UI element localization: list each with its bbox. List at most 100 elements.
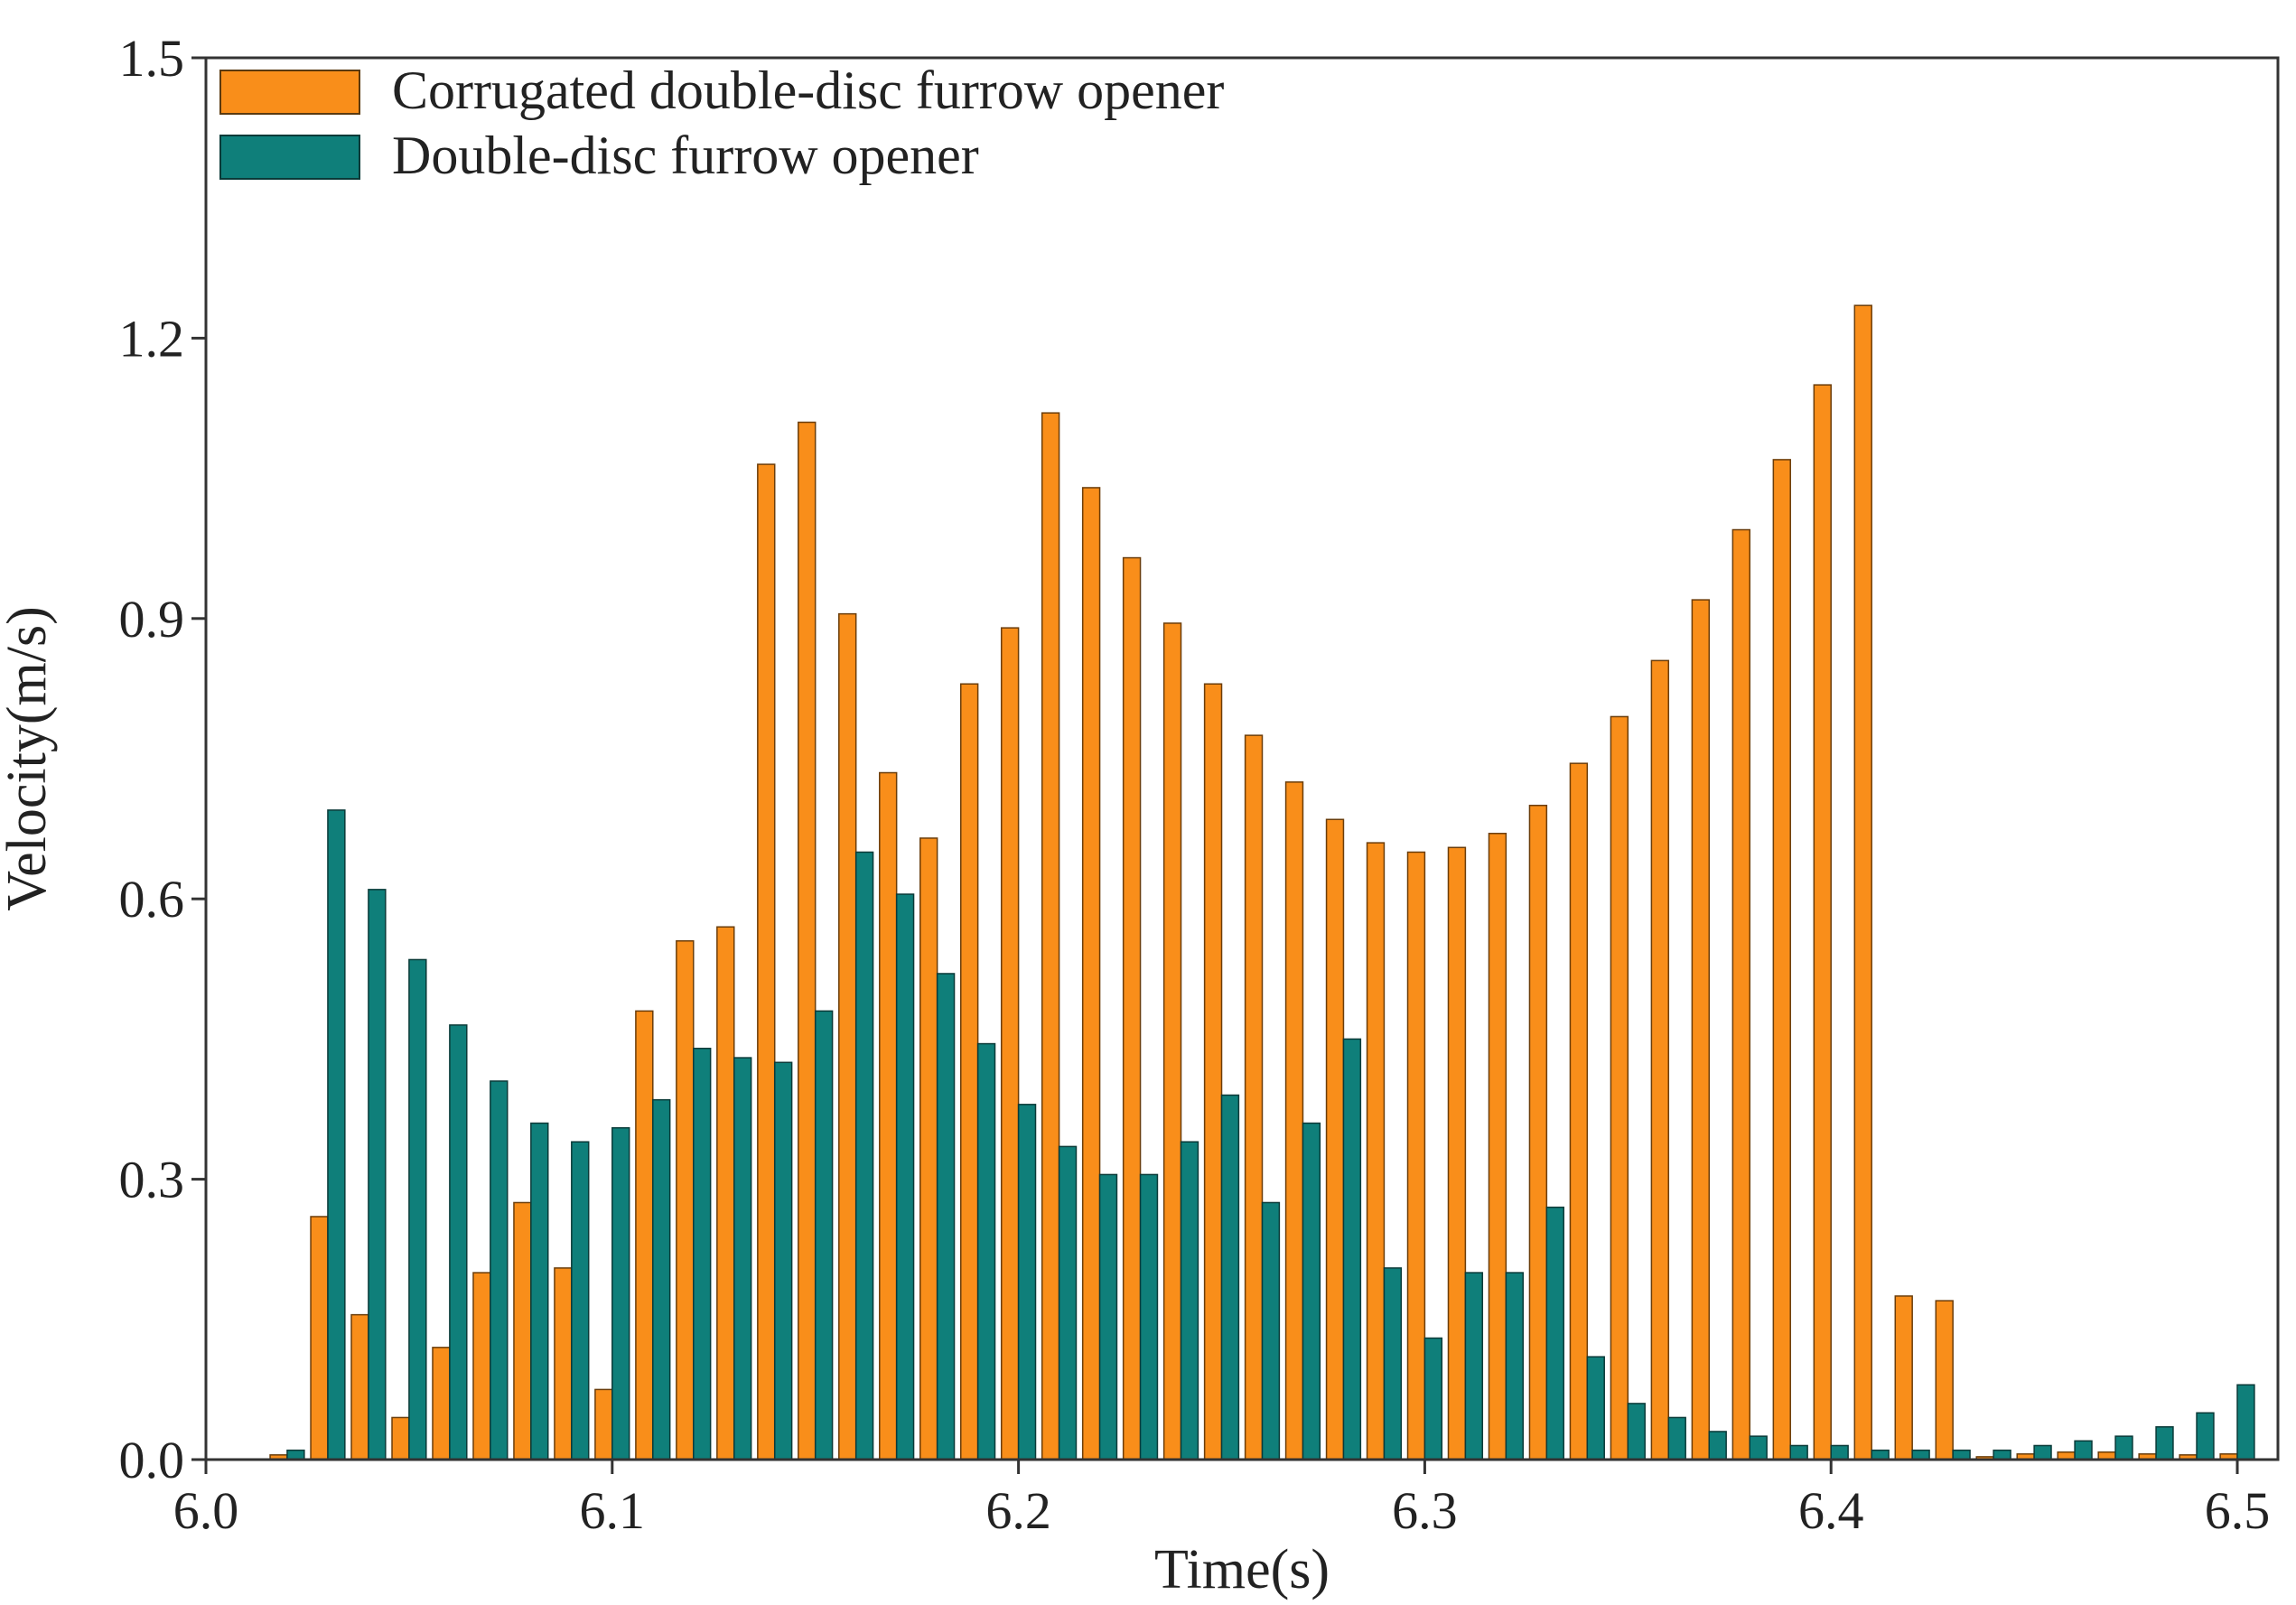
x-tick-label: 6.1 <box>580 1481 646 1540</box>
bar-corrugated-16 <box>919 837 938 1460</box>
legend-swatch-corrugated <box>219 70 360 115</box>
bar-double-disc-3 <box>408 958 427 1460</box>
bar-double-disc-7 <box>571 1141 590 1460</box>
bar-corrugated-1 <box>310 1216 329 1460</box>
bar-corrugated-37 <box>1772 459 1791 1460</box>
bar-corrugated-12 <box>757 463 776 1460</box>
bar-corrugated-10 <box>676 940 695 1460</box>
bar-double-disc-12 <box>773 1061 793 1460</box>
bar-double-disc-22 <box>1180 1141 1199 1460</box>
bar-corrugated-30 <box>1488 833 1507 1460</box>
bar-double-disc-0 <box>286 1449 305 1460</box>
bar-double-disc-14 <box>854 851 874 1460</box>
bar-corrugated-17 <box>959 683 979 1460</box>
bar-double-disc-25 <box>1302 1122 1321 1460</box>
bar-corrugated-22 <box>1162 622 1182 1460</box>
bar-double-disc-28 <box>1423 1337 1443 1460</box>
y-tick-label: 0.6 <box>119 870 185 928</box>
bar-double-disc-8 <box>611 1126 630 1460</box>
bar-corrugated-39 <box>1853 304 1872 1460</box>
bar-double-disc-33 <box>1627 1403 1646 1460</box>
bar-double-disc-17 <box>976 1042 996 1460</box>
bar-corrugated-24 <box>1244 734 1264 1460</box>
legend: Corrugated double-disc furrow opener Dou… <box>219 61 1224 185</box>
bar-double-disc-6 <box>530 1122 549 1460</box>
bar-corrugated-40 <box>1894 1295 1913 1460</box>
bar-double-disc-30 <box>1505 1272 1525 1460</box>
legend-swatch-double-disc <box>219 135 360 180</box>
bar-double-disc-19 <box>1058 1145 1078 1460</box>
bar-corrugated-20 <box>1081 487 1101 1460</box>
bar-corrugated-7 <box>554 1267 573 1460</box>
bar-double-disc-11 <box>733 1057 752 1460</box>
bar-double-disc-2 <box>368 889 387 1460</box>
bar-corrugated-18 <box>1000 627 1020 1460</box>
bar-double-disc-41 <box>1952 1449 1971 1460</box>
bar-double-disc-29 <box>1464 1272 1484 1460</box>
bar-double-disc-34 <box>1667 1416 1686 1460</box>
x-tick-label: 6.3 <box>1392 1481 1458 1540</box>
tick-labels: 6.0 6.1 6.2 6.3 6.4 6.5 0.0 0.3 0.6 0.9 1.2 1.5 <box>119 29 2271 1540</box>
bar-double-disc-16 <box>936 973 956 1460</box>
bar-double-disc-46 <box>2155 1426 2174 1460</box>
bar-marks <box>269 304 2255 1460</box>
bar-corrugated-41 <box>1935 1300 1954 1460</box>
bar-corrugated-33 <box>1610 715 1629 1460</box>
bar-double-disc-21 <box>1139 1173 1159 1460</box>
bar-corrugated-27 <box>1366 842 1386 1460</box>
bar-double-disc-23 <box>1220 1094 1240 1460</box>
bar-corrugated-2 <box>350 1313 369 1460</box>
bar-corrugated-3 <box>391 1416 410 1460</box>
bar-corrugated-13 <box>798 421 817 1460</box>
legend-label-double-disc: Double-disc furrow opener <box>392 126 979 185</box>
bar-corrugated-9 <box>635 1010 654 1460</box>
x-tick-label: 6.5 <box>2205 1481 2271 1540</box>
bar-corrugated-34 <box>1650 659 1670 1460</box>
bar-double-disc-27 <box>1383 1267 1403 1460</box>
bar-corrugated-38 <box>1813 384 1832 1460</box>
bar-double-disc-40 <box>1911 1449 1930 1460</box>
bar-double-disc-13 <box>814 1010 834 1460</box>
bar-corrugated-29 <box>1447 846 1467 1460</box>
bar-corrugated-15 <box>879 771 898 1460</box>
bar-double-disc-20 <box>1098 1173 1118 1460</box>
bar-corrugated-19 <box>1041 412 1060 1460</box>
x-tick-label: 6.4 <box>1798 1481 1864 1540</box>
x-tick-label: 6.2 <box>985 1481 1051 1540</box>
bar-double-disc-43 <box>2033 1444 2052 1460</box>
bar-double-disc-1 <box>327 809 346 1460</box>
x-tick-label: 6.0 <box>173 1481 239 1540</box>
y-tick-label: 1.2 <box>119 309 185 368</box>
bar-double-disc-47 <box>2196 1412 2215 1460</box>
bar-double-disc-9 <box>652 1098 671 1460</box>
y-tick-label: 0.0 <box>119 1431 185 1489</box>
y-tick-label: 0.9 <box>119 590 185 649</box>
bar-corrugated-36 <box>1731 528 1750 1460</box>
bar-double-disc-26 <box>1342 1038 1362 1460</box>
bar-double-disc-45 <box>2114 1435 2133 1460</box>
bar-corrugated-4 <box>432 1347 451 1460</box>
bar-corrugated-14 <box>838 612 857 1460</box>
bar-corrugated-28 <box>1406 851 1426 1460</box>
bar-corrugated-31 <box>1528 804 1548 1460</box>
bar-double-disc-5 <box>490 1080 509 1460</box>
bar-double-disc-15 <box>895 893 915 1460</box>
bar-double-disc-44 <box>2074 1440 2093 1460</box>
bar-double-disc-37 <box>1789 1444 1808 1460</box>
bar-corrugated-25 <box>1284 781 1304 1460</box>
bar-double-disc-48 <box>2236 1384 2255 1460</box>
y-tick-label: 0.3 <box>119 1151 185 1209</box>
bar-double-disc-18 <box>1017 1104 1037 1460</box>
y-tick-label: 1.5 <box>119 29 185 88</box>
bar-corrugated-6 <box>513 1201 532 1460</box>
bar-double-disc-24 <box>1261 1201 1281 1460</box>
axis-ticks <box>191 56 2239 1474</box>
bar-double-disc-32 <box>1586 1356 1605 1460</box>
legend-label-corrugated: Corrugated double-disc furrow opener <box>392 61 1224 120</box>
bar-double-disc-31 <box>1545 1206 1564 1460</box>
bar-corrugated-11 <box>716 926 735 1460</box>
bar-double-disc-42 <box>1993 1449 2011 1460</box>
bar-double-disc-38 <box>1830 1444 1849 1460</box>
bar-double-disc-39 <box>1871 1449 1890 1460</box>
bar-double-disc-4 <box>449 1024 468 1460</box>
